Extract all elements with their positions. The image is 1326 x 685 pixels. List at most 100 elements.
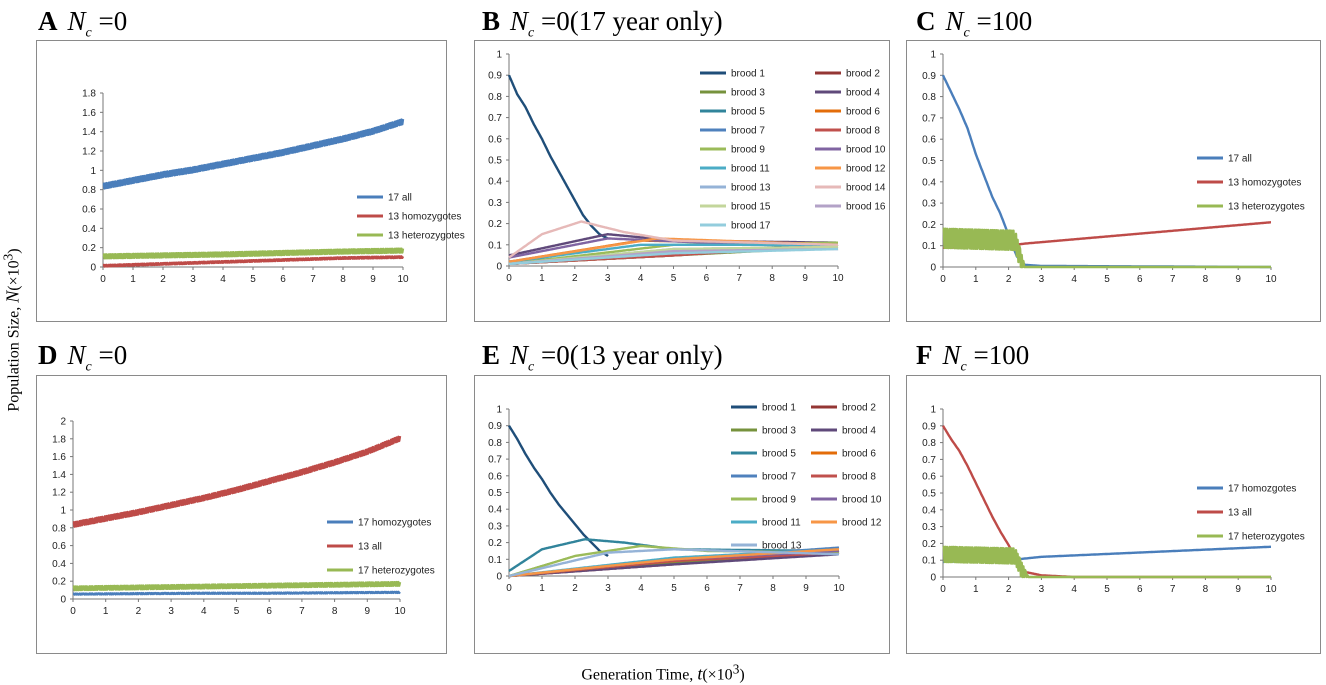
x-tick-label: 4	[638, 583, 644, 594]
x-tick-label: 1	[130, 274, 136, 285]
x-tick-label: 5	[671, 273, 677, 284]
y-tick-label: 0.3	[488, 521, 502, 532]
x-tick-label: 0	[70, 606, 76, 617]
panel-letter: C	[916, 6, 936, 36]
chart-panel-d: 0 1 2 3 4 5 6 7 8 9 10 0 0.2 0.4 0.6 0.8 1 1.2 1.4 1.6 1.8 2 1…	[36, 375, 447, 654]
nc-symbol: Nc	[67, 6, 92, 41]
chart-svg: 0 1 2 3 4 5 6 7 8 9 10 0 0.1 0.2 0.3 0.4 0.5 0.6 0.7 0.8 0.9…	[922, 50, 1305, 286]
legend-label: brood 4	[846, 88, 880, 99]
legend-label: brood 14	[846, 183, 886, 194]
panel-letter: F	[916, 340, 933, 370]
y-tick-label: 0.9	[488, 421, 502, 432]
x-tick-label: 3	[1039, 274, 1045, 285]
x-tick-label: 4	[638, 273, 644, 284]
nc-symbol: Nc	[67, 340, 92, 375]
y-tick-label: 1	[60, 506, 66, 517]
panel-letter: B	[482, 6, 501, 36]
legend-label: 17 homozgotes	[1228, 484, 1296, 495]
legend-label: 17 all	[388, 193, 412, 204]
x-tick-label: 3	[605, 273, 611, 284]
x-tick-label: 2	[136, 606, 142, 617]
legend-label: 13 heterozygotes	[388, 231, 465, 242]
x-tick-label: 4	[1071, 274, 1077, 285]
x-tick-label: 8	[1203, 274, 1209, 285]
x-tick-label: 0	[506, 273, 512, 284]
x-tick-label: 3	[168, 606, 174, 617]
legend-label: brood 13	[731, 183, 771, 194]
x-tick-label: 6	[280, 274, 286, 285]
x-tick-label: 7	[310, 274, 316, 285]
chart-svg: 0 1 2 3 4 5 6 7 8 9 10 0 0.2 0.4 0.6 0.8 1 1.2 1.4 1.6 1.8 2 1…	[52, 417, 435, 618]
x-tick-label: 6	[1137, 584, 1143, 595]
y-tick-label: 0.2	[82, 243, 96, 254]
panel-title-a: A Nc =0	[38, 6, 127, 48]
legend-label: 13 all	[358, 542, 382, 553]
y-tick-label: 0.1	[922, 241, 936, 252]
x-axis-label: Generation Time, t(×103)	[581, 661, 745, 684]
legend-label: 17 all	[1228, 154, 1252, 165]
x-tick-label: 4	[1071, 584, 1077, 595]
x-tick-label: 6	[704, 273, 710, 284]
nc-symbol: Nc	[945, 6, 970, 41]
nc-symbol: Nc	[942, 340, 967, 375]
y-axis-label: Population Size, N(×103)	[0, 248, 23, 412]
panel-condition: =0(17 year only)	[534, 6, 723, 36]
legend-label: brood 12	[846, 164, 886, 175]
legend-label: brood 9	[731, 145, 765, 156]
x-tick-label: 3	[190, 274, 196, 285]
y-tick-label: 1.4	[52, 470, 66, 481]
x-tick-label: 2	[572, 273, 578, 284]
y-tick-label: 0.4	[52, 559, 66, 570]
x-tick-label: 9	[1235, 274, 1241, 285]
x-tick-label: 6	[704, 583, 710, 594]
x-tick-label: 5	[1104, 584, 1110, 595]
y-tick-label: 0.7	[922, 113, 936, 124]
nc-symbol: Nc	[510, 340, 535, 375]
x-tick-label: 8	[332, 606, 338, 617]
chart-panel-b: 0 1 2 3 4 5 6 7 8 9 10 0 0.1 0.2 0.3 0.4 0.5 0.6 0.7 0.8 0.9…	[474, 40, 890, 322]
chart-svg: 0 1 2 3 4 5 6 7 8 9 10 0 0.1 0.2 0.3 0.4 0.5 0.6 0.7 0.8 0.9…	[488, 403, 882, 595]
y-tick-label: 1	[930, 50, 936, 61]
chart-svg: 0 1 2 3 4 5 6 7 8 9 10 0 0.1 0.2 0.3 0.4 0.5 0.6 0.7 0.8 0.9…	[488, 50, 886, 285]
y-tick-label: 0.4	[82, 224, 96, 235]
chart-panel-f: 0 1 2 3 4 5 6 7 8 9 10 0 0.1 0.2 0.3 0.4 0.5 0.6 0.7 0.8 0.9…	[906, 375, 1321, 654]
y-tick-label: 0	[930, 263, 936, 274]
legend-label: 13 all	[1228, 508, 1252, 519]
panel-letter: D	[38, 340, 58, 370]
legend-label: brood 1	[731, 69, 765, 80]
legend-label: 13 heterozygotes	[1228, 202, 1305, 213]
y-tick-label: 1.6	[52, 452, 66, 463]
y-tick-label: 0.2	[922, 539, 936, 550]
series-line	[102, 247, 405, 260]
series-line	[508, 243, 839, 263]
series-line	[508, 220, 839, 259]
series-line	[102, 118, 405, 190]
y-tick-label: 1.2	[82, 147, 96, 158]
x-tick-label: 7	[737, 583, 743, 594]
y-tick-label: 0.4	[488, 177, 502, 188]
x-tick-label: 9	[803, 583, 809, 594]
x-tick-label: 5	[1104, 274, 1110, 285]
y-tick-label: 1.4	[82, 127, 96, 138]
x-tick-label: 3	[605, 583, 611, 594]
series-line	[72, 435, 402, 528]
legend-label: brood 5	[762, 449, 796, 460]
x-tick-label: 5	[234, 606, 240, 617]
y-tick-label: 0	[60, 595, 66, 606]
y-tick-label: 0.8	[922, 438, 936, 449]
legend-label: brood 17	[731, 221, 771, 232]
y-tick-label: 0.9	[488, 71, 502, 82]
x-tick-label: 10	[397, 274, 409, 285]
y-tick-label: 1.2	[52, 488, 66, 499]
legend-label: 17 heterozygotes	[358, 566, 435, 577]
y-tick-label: 0.5	[922, 489, 936, 500]
legend-label: brood 2	[846, 69, 880, 80]
x-tick-label: 9	[802, 273, 808, 284]
series-line	[102, 255, 405, 268]
x-tick-label: 2	[572, 583, 578, 594]
legend-label: brood 8	[846, 126, 880, 137]
legend-label: 17 homozygotes	[358, 518, 431, 529]
panel-title-f: F Nc =100	[916, 340, 1029, 382]
panel-title-d: D Nc =0	[38, 340, 127, 382]
panel-condition: =100	[966, 340, 1030, 370]
